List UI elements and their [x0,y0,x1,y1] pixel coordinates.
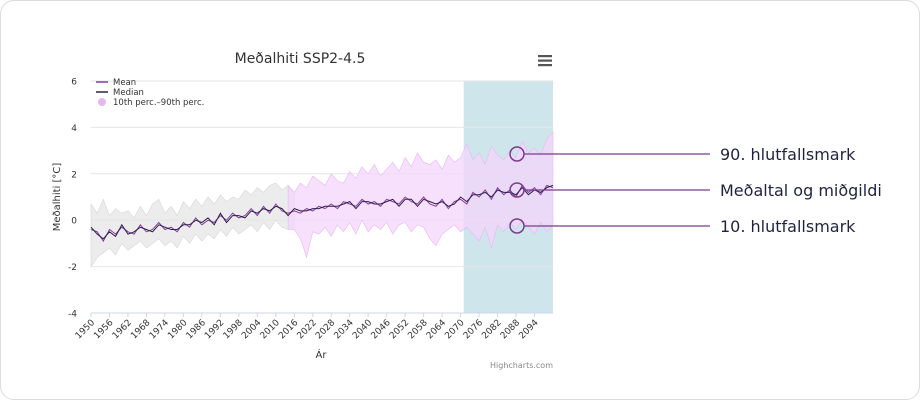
y-tick-label: 2 [71,170,77,180]
annotation-p90: 90. hlutfallsmark [509,145,856,164]
x-tick-label: 2088 [499,318,522,341]
series-median-line [90,184,554,240]
x-tick-label: 2082 [480,318,503,341]
x-tick-label: 1950 [74,318,97,341]
x-axis-title: Ár [316,348,328,361]
annotation-mean-label: Meðaltal og miðgildi [720,181,882,200]
x-tick-label: 2022 [296,318,319,341]
x-tick-label: 1974 [148,318,171,341]
x-tick-label: 2064 [425,318,448,341]
y-tick-label: -2 [68,263,77,273]
x-tick-label: 1986 [185,318,208,341]
y-axis-title: Meðalhiti [°C] [52,163,63,232]
x-tick-label: 2016 [277,318,300,341]
legend: Mean Median 10th perc.–90th perc. [96,78,204,108]
x-tick-label: 2070 [443,318,466,341]
line-layer [90,184,554,243]
annotation-p10: 10. hlutfallsmark [509,217,856,236]
x-tick-label: 1998 [222,318,245,341]
x-tick-label: 1956 [92,318,115,341]
legend-item-median[interactable]: Median [96,88,144,98]
y-tick-label: 6 [71,78,77,88]
annotation-p90-marker [509,146,525,162]
x-tick-label: 1962 [111,318,134,341]
x-tick-label: 2010 [259,318,282,341]
legend-mean-label: Mean [113,78,136,88]
menu-icon[interactable] [538,55,552,67]
x-tick-label: 2052 [388,318,411,341]
annotations: 90. hlutfallsmark Meðaltal og miðgildi 1… [509,145,882,236]
credit-link[interactable]: Highcharts.com [490,361,553,370]
x-tick-label: 2004 [240,318,263,341]
annotation-p10-marker [509,218,525,234]
y-tick-label: 0 [71,217,77,227]
legend-item-range[interactable]: 10th perc.–90th perc. [98,98,204,108]
legend-median-label: Median [113,88,144,98]
y-tick-label: 4 [71,124,77,134]
legend-range-label: 10th perc.–90th perc. [113,98,204,108]
annotation-mean-marker [509,182,525,198]
annotation-p90-label: 90. hlutfallsmark [720,145,856,164]
band-projection [287,131,554,259]
annotation-mean: Meðaltal og miðgildi [509,181,882,200]
x-tick-label: 1992 [203,318,226,341]
x-tick-label: 2094 [517,318,540,341]
x-tick-label: 2034 [333,318,356,341]
legend-item-mean[interactable]: Mean [96,78,136,88]
legend-range-swatch [98,98,106,106]
chart-title: Meðalhiti SSP2-4.5 [235,51,366,67]
x-tick-label: 2076 [462,318,485,341]
annotation-p10-label: 10. hlutfallsmark [720,217,856,236]
x-tick-label: 2046 [370,318,393,341]
x-tick-label: 1980 [166,318,189,341]
band-layer [90,131,554,268]
y-tick-label: -4 [68,310,77,320]
x-tick-label: 2028 [314,318,337,341]
x-tick-label: 2058 [406,318,429,341]
x-tick-label: 1968 [129,318,152,341]
x-tick-label: 2040 [351,318,374,341]
